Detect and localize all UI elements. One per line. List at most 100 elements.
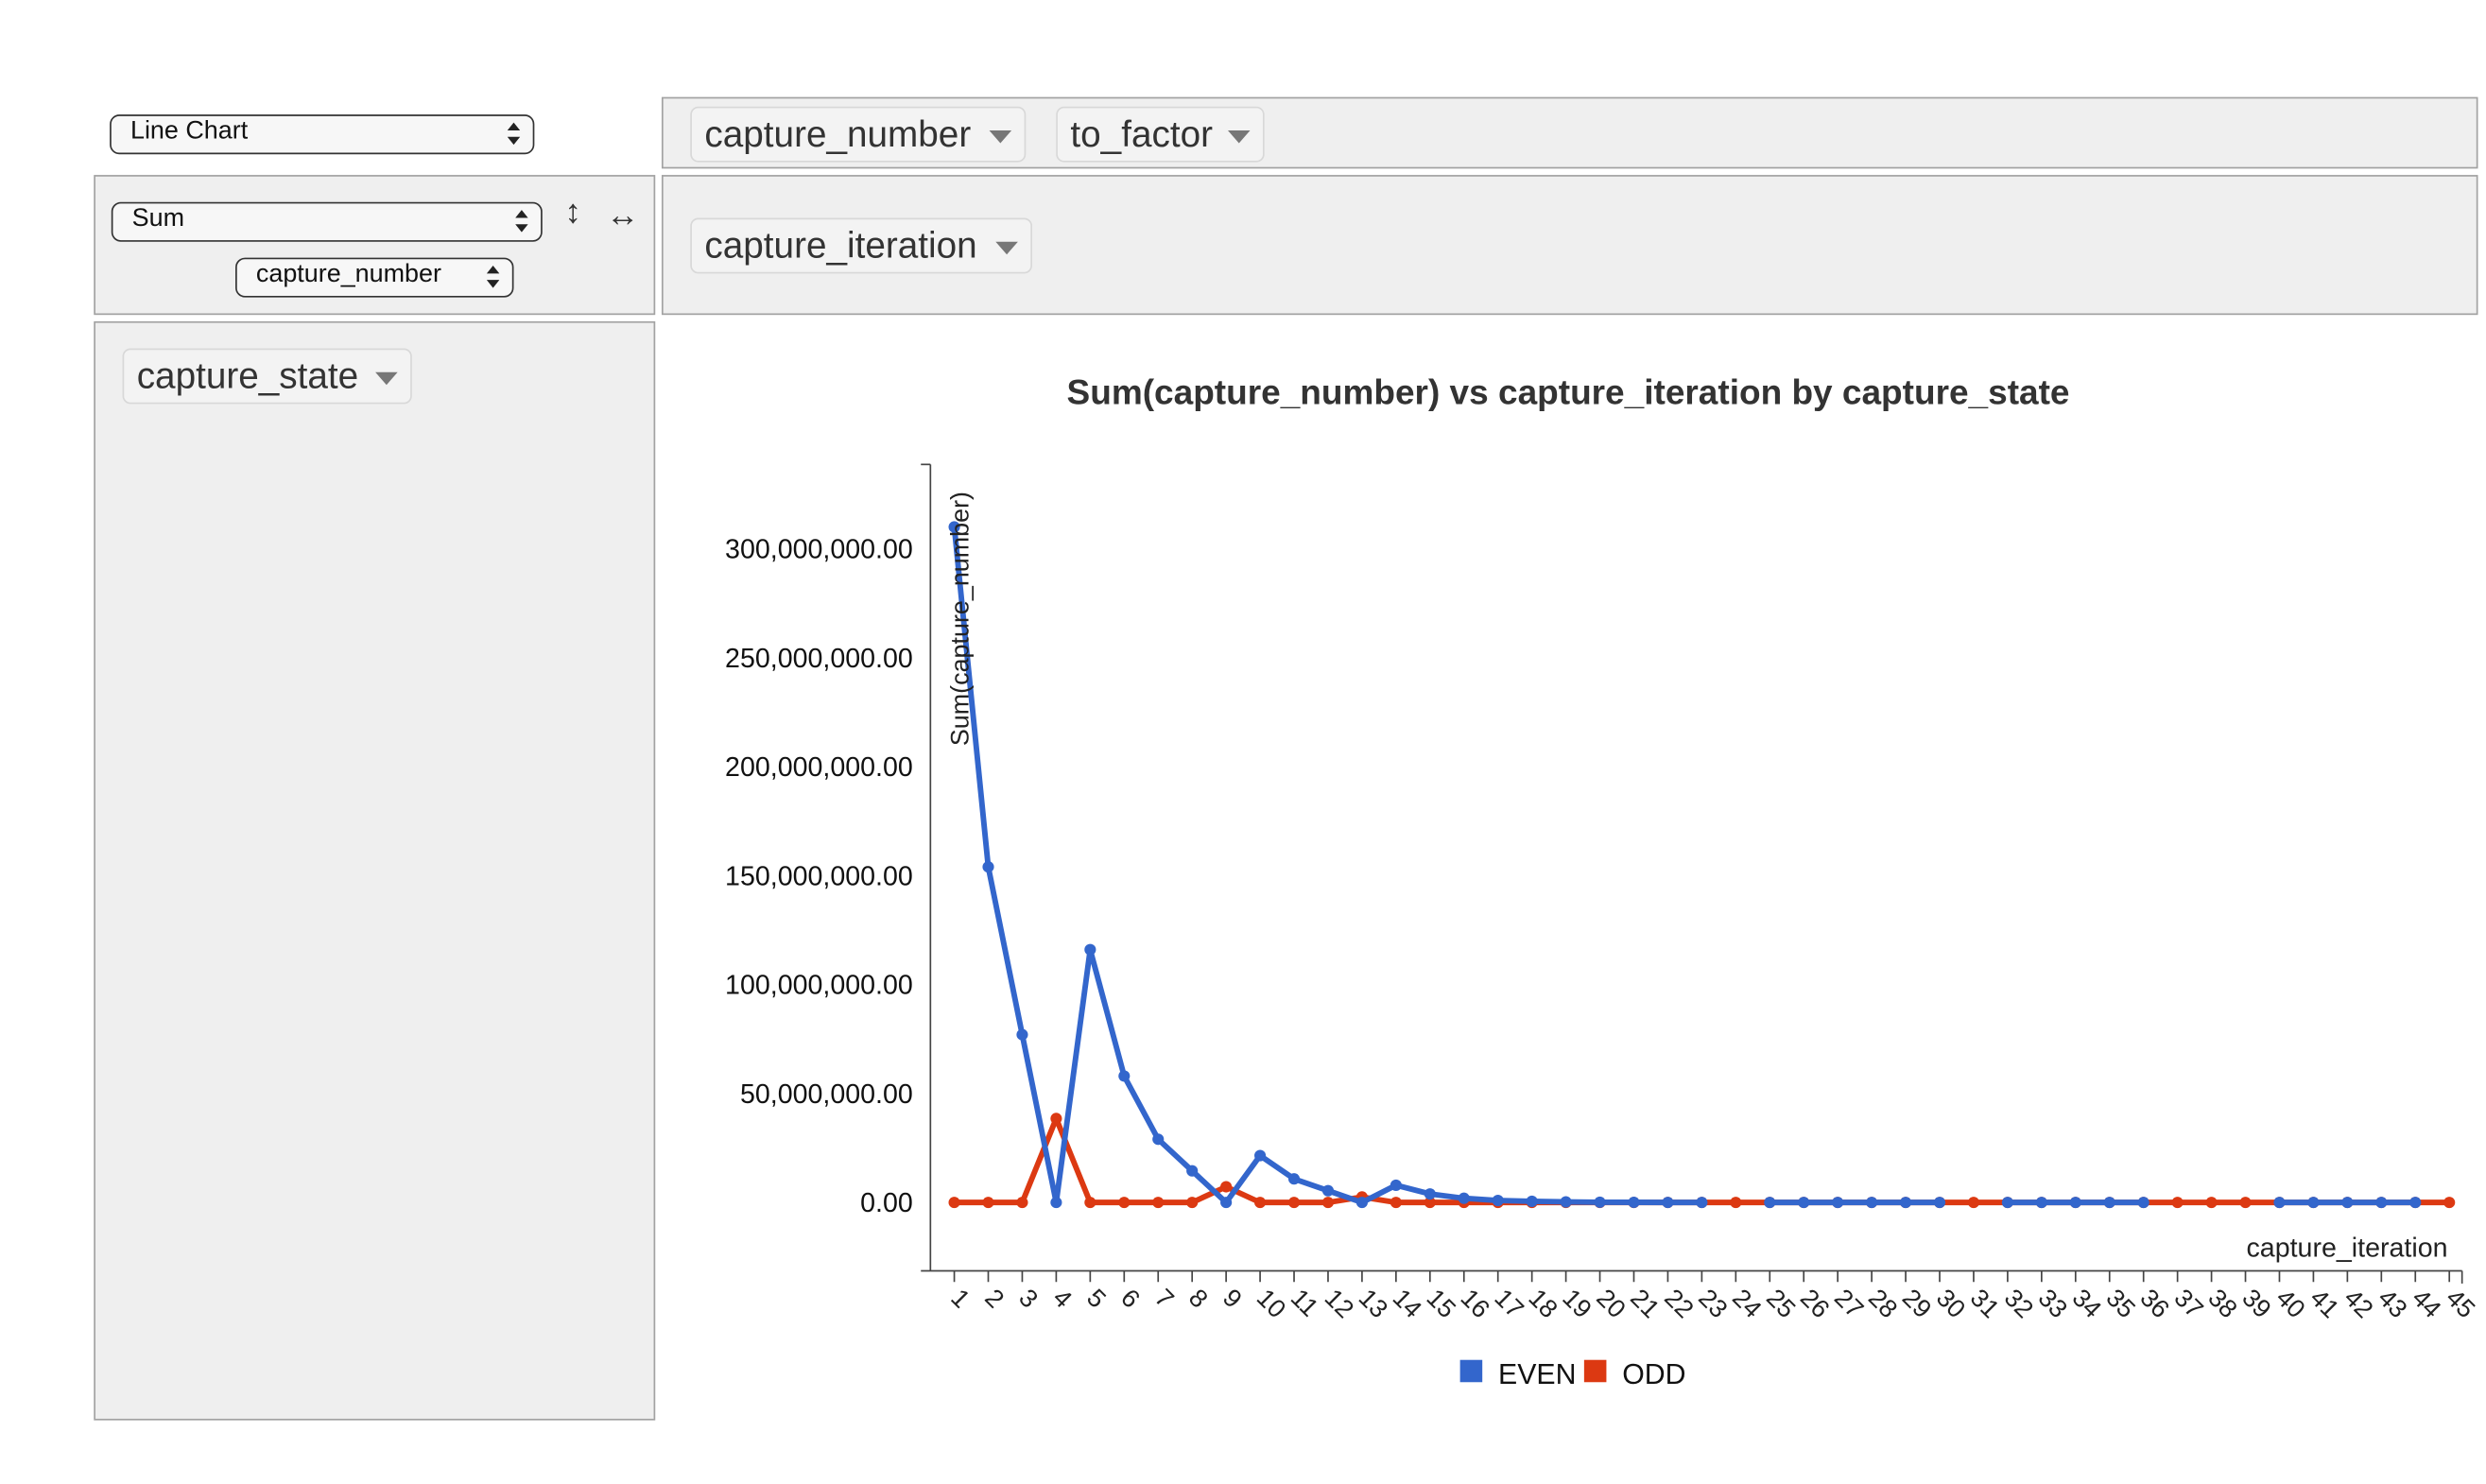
data-point-even bbox=[1526, 1195, 1538, 1208]
data-point-odd bbox=[1084, 1197, 1096, 1209]
data-point-odd bbox=[1118, 1197, 1131, 1209]
data-point-even bbox=[1084, 943, 1096, 956]
unused-field-label: capture_state bbox=[136, 354, 359, 396]
y-axis-label: Sum(capture_number) bbox=[946, 492, 975, 746]
data-point-odd bbox=[1254, 1197, 1267, 1209]
data-point-even bbox=[948, 521, 960, 533]
row-order-toggle-icon[interactable]: ↕ bbox=[564, 194, 581, 231]
data-point-even bbox=[1933, 1197, 1946, 1209]
data-point-even bbox=[1254, 1149, 1267, 1162]
col-order-toggle-icon[interactable]: ↔ bbox=[606, 197, 640, 234]
line-chart: Sum(capture_number) vs capture_iteration… bbox=[725, 371, 2480, 1390]
data-point-even bbox=[1016, 1028, 1028, 1041]
data-point-odd bbox=[1050, 1113, 1062, 1125]
data-point-even bbox=[1594, 1196, 1606, 1208]
data-point-even bbox=[2409, 1197, 2422, 1209]
legend-swatch-even bbox=[1459, 1359, 1483, 1383]
data-point-even bbox=[1355, 1197, 1368, 1209]
data-point-even bbox=[1798, 1197, 1810, 1209]
x-tick-label: 7 bbox=[1149, 1284, 1180, 1314]
aggregator-field-select-value: capture_number bbox=[255, 260, 441, 288]
data-point-even bbox=[1424, 1188, 1436, 1200]
data-point-even bbox=[1866, 1197, 1878, 1209]
data-point-odd bbox=[1016, 1197, 1028, 1209]
x-tick-label: 4 bbox=[1047, 1284, 1078, 1314]
row-field-capture-iteration[interactable]: capture_iteration bbox=[690, 217, 1033, 274]
aggregator-select[interactable]: Sum bbox=[111, 201, 543, 242]
data-point-even bbox=[2375, 1197, 2388, 1209]
data-point-odd bbox=[2443, 1197, 2456, 1209]
data-point-odd bbox=[1390, 1197, 1402, 1209]
data-point-even bbox=[2341, 1197, 2354, 1209]
data-point-odd bbox=[1967, 1197, 1980, 1209]
x-tick-label: 5 bbox=[1081, 1284, 1112, 1314]
data-point-odd bbox=[948, 1197, 960, 1209]
caret-down-icon[interactable] bbox=[995, 241, 1018, 255]
caret-down-icon[interactable] bbox=[1227, 129, 1251, 144]
data-point-even bbox=[2273, 1197, 2286, 1209]
data-point-even bbox=[1050, 1197, 1062, 1209]
data-point-even bbox=[1390, 1179, 1402, 1191]
data-point-even bbox=[1662, 1197, 1674, 1209]
aggregator-field-select[interactable]: capture_number bbox=[235, 257, 514, 298]
data-point-even bbox=[1832, 1197, 1844, 1209]
data-point-odd bbox=[2171, 1197, 2184, 1209]
data-point-even bbox=[1186, 1165, 1199, 1177]
column-field-label: capture_number bbox=[704, 112, 972, 155]
data-point-even bbox=[2307, 1197, 2320, 1209]
unused-fields-area[interactable] bbox=[94, 320, 656, 1421]
data-point-odd bbox=[2205, 1197, 2218, 1209]
y-axis: 0.00 50,000,000.00 100,000,000.00 150,000,0… bbox=[725, 463, 932, 1271]
y-tick-label: 250,000,000.00 bbox=[725, 644, 913, 674]
y-tick-label: 100,000,000.00 bbox=[725, 971, 913, 1001]
data-point-even bbox=[1628, 1196, 1640, 1209]
y-tick-label: 150,000,000.00 bbox=[725, 861, 913, 891]
data-point-odd bbox=[1321, 1197, 1335, 1209]
x-tick-label: 2 bbox=[979, 1284, 1010, 1314]
series-line-even bbox=[951, 526, 1702, 1206]
x-tick-label: 3 bbox=[1013, 1284, 1044, 1314]
data-point-odd bbox=[2239, 1197, 2252, 1209]
row-field-label: capture_iteration bbox=[704, 224, 977, 267]
unused-field-capture-state[interactable]: capture_state bbox=[122, 348, 412, 405]
chart-title: Sum(capture_number) vs capture_iteration… bbox=[1067, 371, 2070, 411]
data-point-even bbox=[1287, 1173, 1301, 1185]
data-point-even bbox=[2069, 1197, 2081, 1209]
renderer-select-value: Line Chart bbox=[129, 117, 249, 146]
caret-down-icon[interactable] bbox=[989, 129, 1012, 144]
data-point-even bbox=[1458, 1192, 1470, 1204]
data-point-even bbox=[1900, 1197, 1912, 1209]
legend-label-even: EVEN bbox=[1498, 1359, 1576, 1390]
data-point-even bbox=[2001, 1197, 2013, 1209]
data-point-even bbox=[1492, 1194, 1504, 1207]
aggregator-select-value: Sum bbox=[131, 205, 185, 233]
data-point-even bbox=[1118, 1070, 1131, 1082]
column-field-to-factor[interactable]: to_factor bbox=[1056, 106, 1265, 163]
caret-down-icon[interactable] bbox=[375, 371, 398, 386]
legend-swatch-odd bbox=[1583, 1359, 1607, 1383]
data-point-odd bbox=[1186, 1197, 1199, 1209]
column-field-capture-number[interactable]: capture_number bbox=[690, 106, 1027, 163]
x-axis: 1 2 3 4 5 6 7 8 9 1011121314151617181920212223242… bbox=[921, 1269, 2480, 1323]
data-point-odd bbox=[982, 1197, 994, 1209]
data-point-even bbox=[2103, 1197, 2115, 1209]
data-point-even bbox=[982, 861, 994, 873]
data-point-even bbox=[2035, 1197, 2047, 1209]
data-point-even bbox=[1321, 1184, 1335, 1197]
column-field-label: to_factor bbox=[1070, 112, 1213, 155]
y-tick-label: 0.00 bbox=[860, 1188, 913, 1218]
data-point-even bbox=[1152, 1133, 1165, 1146]
y-tick-label: 300,000,000.00 bbox=[725, 535, 913, 565]
x-tick-label: 45 bbox=[2441, 1284, 2480, 1323]
x-tick-label: 8 bbox=[1183, 1284, 1214, 1314]
data-point-odd bbox=[1220, 1181, 1233, 1193]
data-point-even bbox=[1220, 1197, 1233, 1209]
y-tick-label: 200,000,000.00 bbox=[725, 752, 913, 783]
x-tick-label: 9 bbox=[1217, 1284, 1248, 1314]
renderer-select[interactable]: Line Chart bbox=[110, 114, 535, 155]
select-arrows-icon bbox=[486, 266, 500, 288]
chart-legend: EVEN ODD bbox=[1459, 1359, 1686, 1390]
x-axis-label: capture_iteration bbox=[2247, 1233, 2448, 1263]
legend-label-odd: ODD bbox=[1622, 1359, 1685, 1390]
